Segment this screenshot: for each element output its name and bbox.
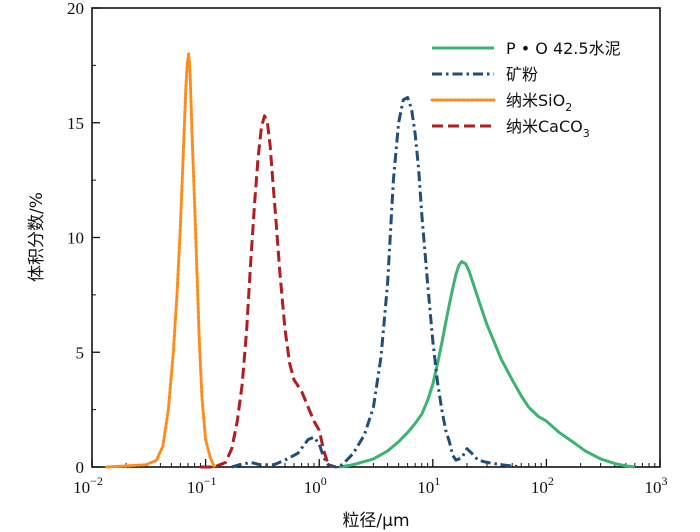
legend-label-2: 纳米SiO2 <box>506 91 572 114</box>
y-tick-label: 10 <box>67 229 84 248</box>
legend-label-0: P • O 42.5水泥 <box>506 39 621 58</box>
y-tick-label: 20 <box>67 0 84 18</box>
x-tick-label: 101 <box>417 474 440 497</box>
x-tick-label: 102 <box>531 474 554 497</box>
series-line-3 <box>200 114 333 469</box>
x-tick-label: 103 <box>645 474 668 497</box>
y-tick-label: 0 <box>76 458 85 477</box>
y-tick-label: 15 <box>67 114 84 133</box>
plot-frame <box>91 7 661 468</box>
legend-label-3: 纳米CaCO3 <box>506 117 590 140</box>
series-line-1 <box>231 96 522 469</box>
x-axis-label: 粒径/μm <box>342 511 409 531</box>
legend-label-1: 矿粉 <box>506 65 538 84</box>
x-tick-label: 10−2 <box>73 474 103 497</box>
x-tick-label: 100 <box>304 474 327 497</box>
series-line-2 <box>105 52 217 469</box>
y-tick-label: 5 <box>76 343 85 362</box>
axes-layer: 10−2 10−1 100 101 102 103 0 5 10 15 20 <box>67 0 668 497</box>
y-axis-label: 体积分数/% <box>27 192 47 282</box>
series-layer <box>105 52 635 469</box>
series-line-0 <box>338 260 635 469</box>
x-tick-label: 10−1 <box>187 474 217 497</box>
